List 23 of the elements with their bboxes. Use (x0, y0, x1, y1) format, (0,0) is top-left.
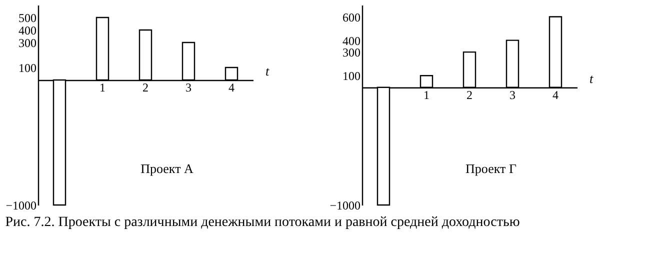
x-tick-label: 4 (228, 80, 234, 94)
y-tick-label: 600 (342, 10, 360, 24)
y-tick-label: 400 (342, 34, 360, 48)
y-tick-label: 100 (342, 69, 360, 84)
y-tick-label: −1000 (6, 198, 36, 212)
x-tick-label: 1 (424, 88, 430, 102)
y-tick-label: 300 (18, 36, 36, 50)
text: Рис. 7.2. Проекты с различными денежными потоками и равной средней доходностью (5, 215, 520, 230)
x-axis-title: t (590, 70, 594, 86)
x-tick-label: 2 (466, 88, 472, 102)
x-tick-label: 3 (186, 80, 192, 94)
y-tick-label: 400 (18, 24, 36, 38)
x-tick-label: 3 (510, 88, 516, 102)
y-tick-label: 500 (18, 11, 36, 25)
x-tick-label: 1 (100, 80, 106, 94)
x-tick-label: 4 (552, 88, 558, 102)
y-tick-label: 100 (18, 61, 36, 75)
x-tick-label: 2 (142, 80, 148, 94)
annotation: Проект Г (466, 161, 517, 176)
y-tick-label: 300 (342, 46, 360, 60)
annotation: Проект А (140, 161, 194, 176)
x-axis-title: t (266, 64, 270, 78)
y-tick-label: −1000 (330, 198, 360, 212)
